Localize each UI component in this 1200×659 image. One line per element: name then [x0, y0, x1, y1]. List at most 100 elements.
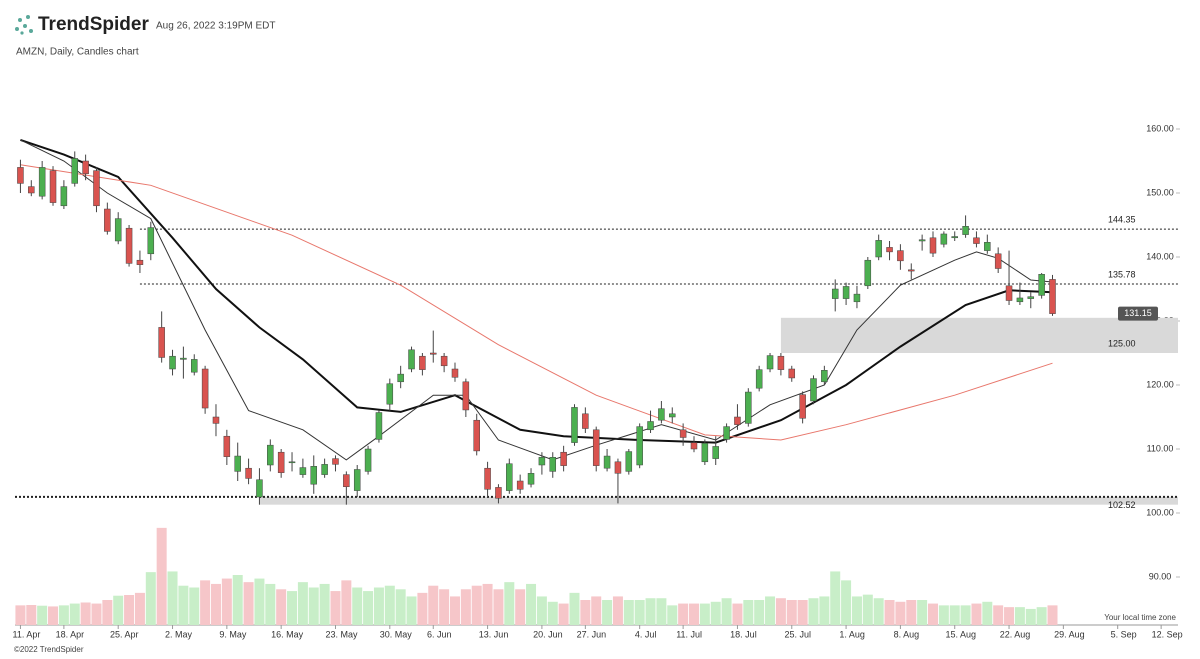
- volume-bar: [363, 591, 374, 625]
- y-tick-label: 140.00: [1146, 251, 1174, 261]
- volume-bar: [167, 571, 178, 625]
- candle-body: [430, 352, 437, 355]
- candle-body: [375, 412, 383, 440]
- volume-bar: [623, 600, 634, 625]
- logo: [15, 15, 33, 35]
- volume-bar: [102, 600, 113, 625]
- x-tick-label: 18. Apr: [56, 629, 85, 639]
- x-tick-label: 20. Jun: [533, 629, 563, 639]
- volume-bar: [352, 587, 363, 625]
- volume-bar: [949, 605, 960, 625]
- volume-bar: [656, 598, 667, 625]
- candle-body: [71, 158, 79, 184]
- volume-bar: [895, 601, 906, 625]
- candle-body: [549, 457, 557, 472]
- volume-bar: [134, 592, 145, 625]
- candle-body: [864, 259, 872, 287]
- candle-body: [1038, 274, 1045, 296]
- candle-body: [125, 227, 133, 264]
- volume-bar: [15, 605, 26, 625]
- volume-bar: [297, 582, 308, 625]
- volume-bar: [395, 589, 406, 625]
- x-tick-label: 4. Jul: [635, 629, 657, 639]
- volume-bar: [830, 571, 841, 625]
- x-tick-label: 13. Jun: [479, 629, 509, 639]
- brand: TrendSpider: [38, 14, 149, 35]
- candle-body: [603, 455, 611, 469]
- zone: [259, 496, 1178, 505]
- candle-body: [592, 429, 600, 466]
- volume-bar: [678, 603, 689, 625]
- volume-bar: [210, 583, 221, 625]
- volume-bar: [156, 527, 167, 625]
- x-tick-label: 23. May: [325, 629, 358, 639]
- candle-body: [908, 269, 915, 272]
- zone-label: 125.00: [1108, 338, 1136, 348]
- volume-bar: [841, 580, 852, 625]
- volume-bar: [69, 603, 80, 625]
- candle-body: [332, 458, 339, 465]
- x-tick-label: 27. Jun: [577, 629, 607, 639]
- volume-bar: [667, 605, 678, 625]
- x-tick-label: 12. Sep: [1152, 629, 1183, 639]
- volume-bar: [873, 598, 884, 625]
- candle-body: [527, 473, 535, 485]
- y-tick-label: 120.00: [1146, 379, 1174, 389]
- candle-body: [723, 426, 730, 440]
- volume-bar: [775, 598, 786, 625]
- volume-bar: [526, 583, 537, 625]
- x-tick-label: 1. Aug: [839, 629, 865, 639]
- volume-bar: [971, 603, 982, 625]
- candle-body: [1016, 297, 1024, 303]
- volume-bar: [1025, 608, 1036, 625]
- volume-bar: [927, 603, 938, 625]
- timezone-note: Your local time zone: [1104, 613, 1176, 622]
- candle-body: [484, 467, 491, 490]
- candle-body: [245, 467, 252, 479]
- candle-body: [984, 242, 991, 251]
- candle-body: [614, 461, 622, 474]
- volume-bar: [449, 596, 460, 625]
- timestamp: Aug 26, 2022 3:19PM EDT: [156, 21, 276, 32]
- x-tick-label: 16. May: [271, 629, 304, 639]
- candle-body: [17, 167, 24, 184]
- candle-body: [462, 381, 470, 411]
- volume-bar: [960, 605, 971, 625]
- candle-body: [516, 480, 524, 490]
- candle-body: [114, 218, 122, 242]
- volume-bar: [591, 596, 602, 625]
- volume-bar: [515, 589, 526, 625]
- volume-bar: [743, 600, 754, 625]
- candle-body: [571, 407, 578, 443]
- candle-body: [1005, 285, 1013, 301]
- candle-body: [701, 442, 709, 463]
- volume-bar: [851, 596, 862, 625]
- candle-body: [766, 355, 774, 370]
- candle-body: [440, 355, 448, 367]
- candle-body: [147, 227, 155, 255]
- x-tick-label: 29. Aug: [1054, 629, 1085, 639]
- level-label: 102.52: [1108, 500, 1136, 510]
- candle-body: [386, 383, 394, 405]
- volume-bar: [786, 600, 797, 625]
- y-tick-label: 150.00: [1146, 187, 1174, 197]
- candle-body: [256, 479, 263, 498]
- volume-bar: [504, 582, 515, 625]
- x-tick-label: 8. Aug: [894, 629, 920, 639]
- volume-bar: [612, 596, 623, 625]
- volume-bar: [884, 600, 895, 625]
- volume-bar: [688, 603, 699, 625]
- volume-bar: [80, 602, 91, 625]
- candle-body: [180, 357, 187, 360]
- candle-body: [506, 463, 513, 491]
- y-tick-label: 110.00: [1147, 443, 1174, 453]
- volume-bar: [189, 587, 200, 625]
- volume-bar: [938, 605, 949, 625]
- candle-body: [886, 247, 893, 253]
- candle-body: [842, 286, 850, 299]
- volume-bar: [384, 585, 395, 625]
- candle-body: [104, 208, 111, 232]
- volume-bar: [645, 598, 656, 625]
- candle-body: [136, 259, 144, 265]
